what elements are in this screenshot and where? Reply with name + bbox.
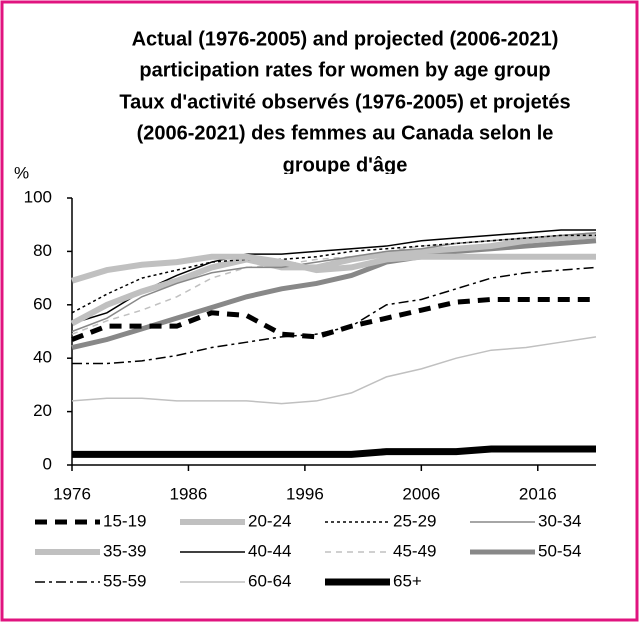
x-tick-label: 2006 [402, 484, 440, 503]
chart-title: groupe d'âge [283, 154, 408, 176]
legend-label: 25-29 [393, 511, 436, 530]
y-tick-label: 0 [43, 454, 52, 473]
legend-label: 15-19 [103, 511, 146, 530]
series-line [71, 336, 597, 405]
series-line [72, 445, 596, 458]
chart-title: participation rates for women by age gro… [139, 59, 550, 81]
legend-label: 20-24 [248, 511, 291, 530]
series-line [71, 253, 596, 284]
x-tick-label: 1996 [286, 484, 324, 503]
legend-label: 45-49 [393, 541, 436, 560]
legend-label: 65+ [393, 571, 422, 590]
y-tick-label: 40 [33, 348, 52, 367]
legend-label: 55-59 [103, 571, 146, 590]
chart-title: Actual (1976-2005) and projected (2006-2… [132, 28, 559, 50]
chart-title: (2006-2021) des femmes au Canada selon l… [137, 122, 554, 144]
y-tick-label: 100 [24, 187, 52, 206]
y-tick-label: 20 [33, 401, 52, 420]
series-line [70, 232, 597, 327]
legend-label: 50-54 [538, 541, 581, 560]
y-tick-label: 60 [33, 294, 52, 313]
series-line [72, 266, 597, 365]
y-axis-label: % [14, 163, 29, 182]
legend-label: 35-39 [103, 541, 146, 560]
legend-label: 60-64 [248, 571, 291, 590]
series-line [71, 296, 596, 342]
x-tick-label: 1986 [170, 484, 208, 503]
series-line [71, 238, 597, 350]
legend-label: 40-44 [248, 541, 291, 560]
x-tick-label: 2016 [519, 484, 557, 503]
legend-label: 30-34 [538, 511, 581, 530]
y-tick-label: 80 [33, 241, 52, 260]
chart-title: Taux d'activité observés (1976-2005) et … [119, 91, 570, 113]
x-tick-label: 1976 [53, 484, 91, 503]
series-line [71, 234, 596, 314]
series-line [71, 231, 597, 333]
